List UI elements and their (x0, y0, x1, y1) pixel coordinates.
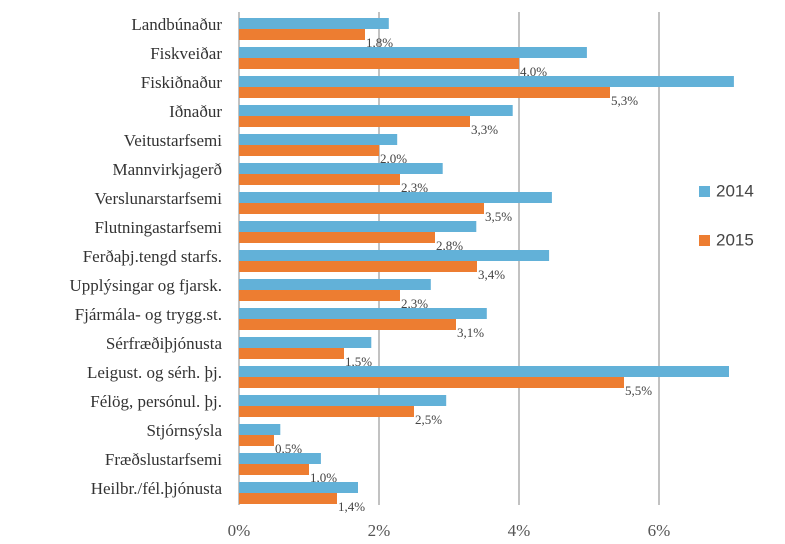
y-tick-label: Stjórnsýsla (146, 421, 222, 440)
bar (239, 493, 337, 504)
legend-swatch (699, 186, 710, 197)
y-tick-label: Félög, persónul. þj. (90, 392, 222, 411)
value-label: 3,4% (478, 267, 505, 282)
bar (239, 348, 344, 359)
value-label: 3,1% (457, 325, 484, 340)
bar (239, 116, 470, 127)
y-tick-label: Leigust. og sérh. þj. (87, 363, 222, 382)
bar (239, 192, 552, 203)
value-label: 2,5% (415, 412, 442, 427)
bar (239, 163, 443, 174)
x-tick-label: 2% (368, 521, 391, 540)
bar (239, 174, 400, 185)
bar (239, 290, 400, 301)
bar (239, 319, 456, 330)
legend-swatch (699, 235, 710, 246)
y-tick-label: Ferðaþj.tengd starfs. (83, 247, 222, 266)
bar (239, 308, 487, 319)
value-label: 2,3% (401, 296, 428, 311)
value-label: 0,5% (275, 441, 302, 456)
y-tick-label: Sérfræðiþjónusta (106, 334, 223, 353)
bar (239, 250, 550, 261)
bar (239, 337, 372, 348)
bar (239, 482, 358, 493)
value-label: 2,0% (380, 151, 407, 166)
bar (239, 424, 281, 435)
bar (239, 145, 379, 156)
y-tick-label: Fiskiðnaður (141, 73, 223, 92)
bar (239, 105, 513, 116)
y-tick-label: Verslunarstarfsemi (95, 189, 223, 208)
value-label: 3,3% (471, 122, 498, 137)
bar (239, 464, 309, 475)
bar (239, 87, 610, 98)
value-label: 2,8% (436, 238, 463, 253)
value-label: 1,4% (338, 499, 365, 514)
x-tick-label: 4% (508, 521, 531, 540)
bar (239, 453, 321, 464)
bar (239, 203, 484, 214)
y-tick-label: Mannvirkjagerð (112, 160, 222, 179)
bar (239, 76, 734, 87)
bar (239, 232, 435, 243)
bar (239, 47, 587, 58)
bar (239, 377, 624, 388)
value-label: 5,5% (625, 383, 652, 398)
legend-label: 2014 (716, 181, 754, 200)
y-tick-label: Landbúnaður (131, 15, 222, 34)
value-label: 1,8% (366, 35, 393, 50)
bar (239, 58, 519, 69)
bar (239, 18, 389, 29)
legend-label: 2015 (716, 230, 754, 249)
bar (239, 366, 729, 377)
value-label: 5,3% (611, 93, 638, 108)
value-label: 1,5% (345, 354, 372, 369)
bar (239, 406, 414, 417)
value-label: 2,3% (401, 180, 428, 195)
y-tick-label: Flutningastarfsemi (95, 218, 223, 237)
x-tick-label: 0% (228, 521, 251, 540)
bar (239, 261, 477, 272)
y-tick-label: Iðnaður (169, 102, 222, 121)
bar (239, 29, 365, 40)
bar (239, 395, 447, 406)
bar (239, 221, 477, 232)
value-label: 1,0% (310, 470, 337, 485)
y-tick-label: Upplýsingar og fjarsk. (69, 276, 222, 295)
y-tick-label: Fiskveiðar (150, 44, 222, 63)
y-tick-label: Fræðslustarfsemi (105, 450, 222, 469)
bar (239, 134, 398, 145)
x-tick-label: 6% (648, 521, 671, 540)
bar (239, 435, 274, 446)
y-tick-label: Heilbr./fél.þjónusta (91, 479, 223, 498)
bar (239, 279, 431, 290)
value-label: 4,0% (520, 64, 547, 79)
y-tick-label: Fjármála- og trygg.st. (75, 305, 222, 324)
y-tick-label: Veitustarfsemi (124, 131, 222, 150)
value-label: 3,5% (485, 209, 512, 224)
